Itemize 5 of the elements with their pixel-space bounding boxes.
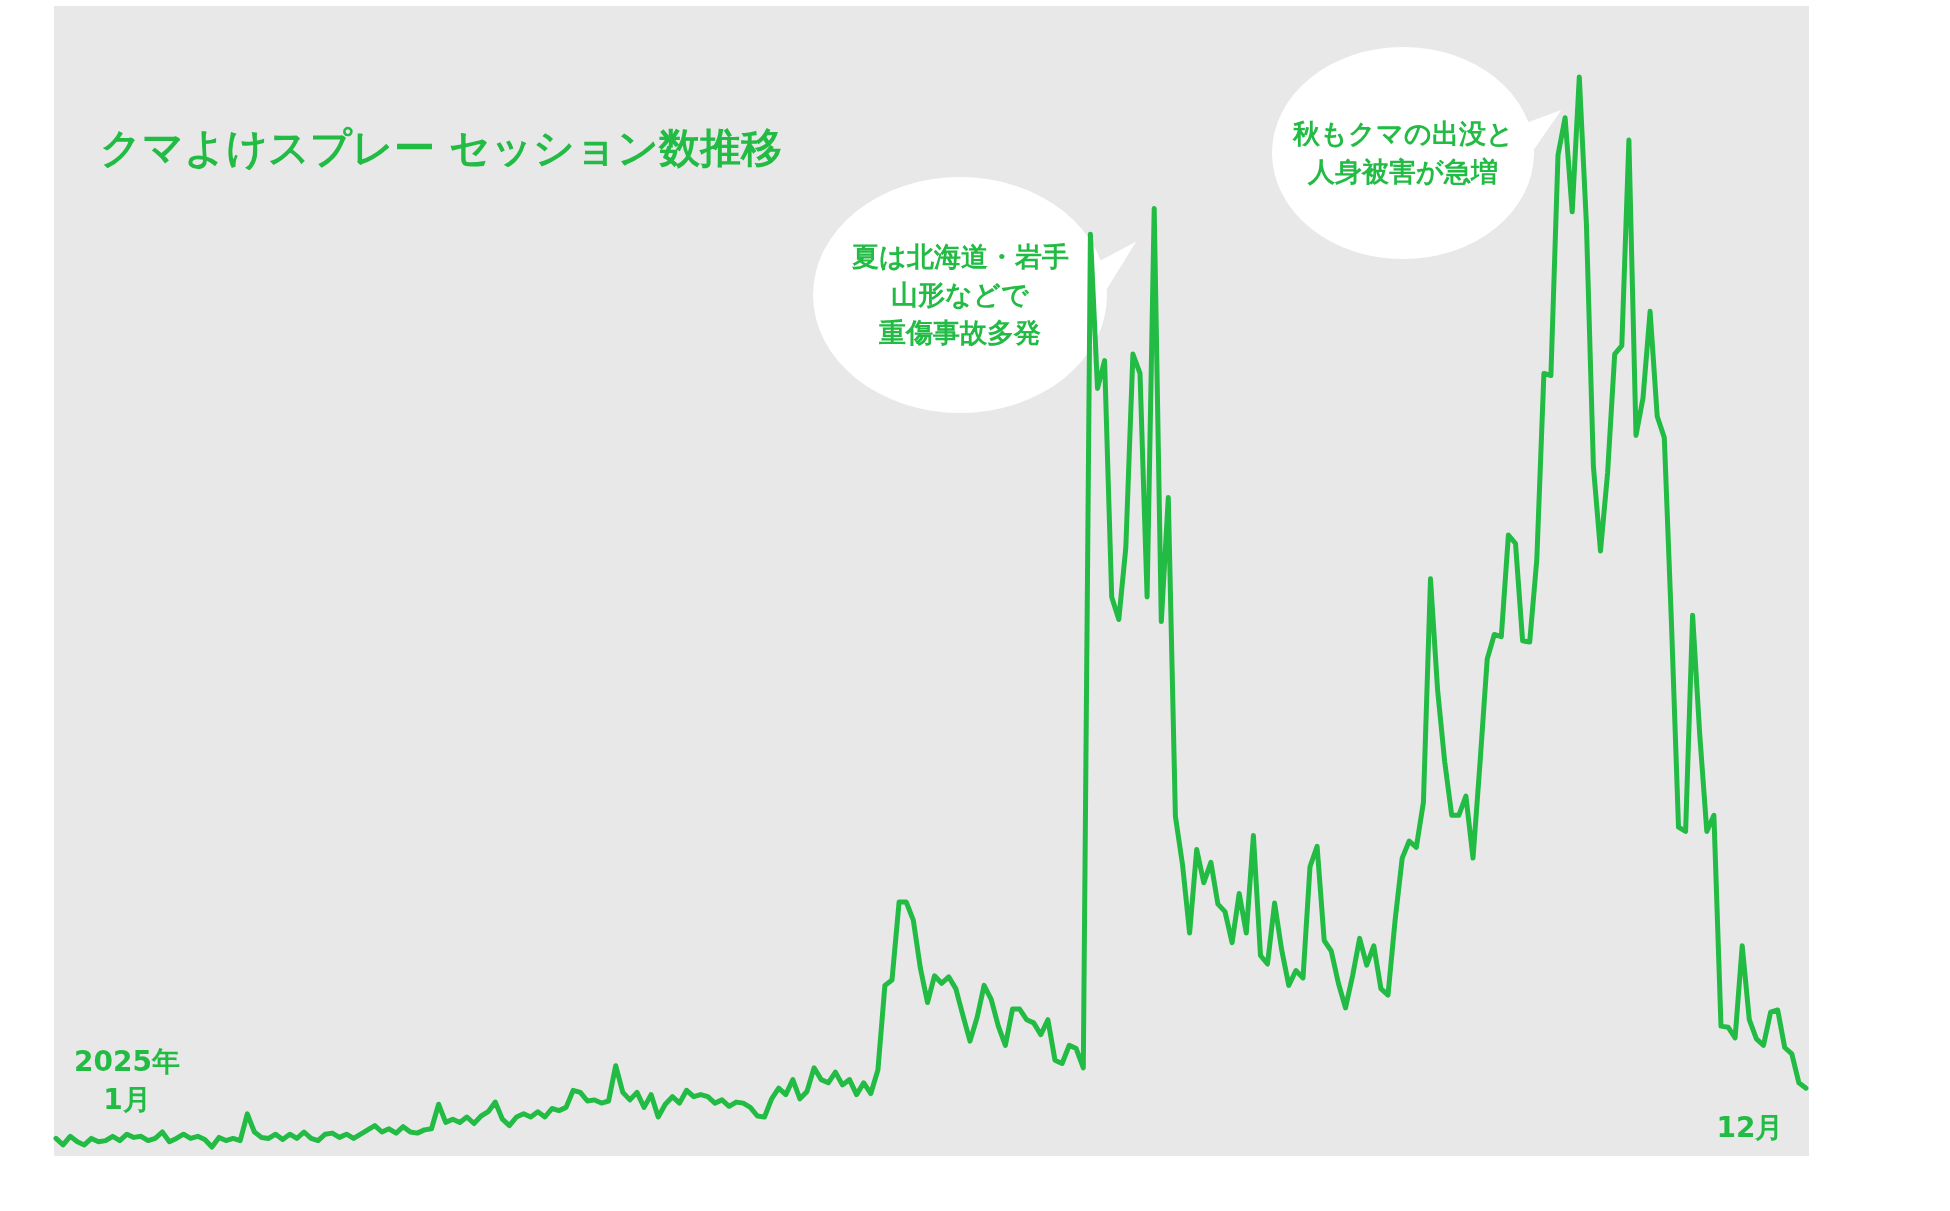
annotation: 12月: [1716, 1111, 1784, 1144]
text: クマよけスプレー セッション数推移: [100, 124, 783, 172]
annotation: 秋もクマの出没と人身被害が急増: [1291, 118, 1514, 187]
annotation: 2025年 1月: [74, 1045, 180, 1116]
annotation: 夏は北海道・岩手山形などで重傷事故多発: [850, 241, 1069, 348]
